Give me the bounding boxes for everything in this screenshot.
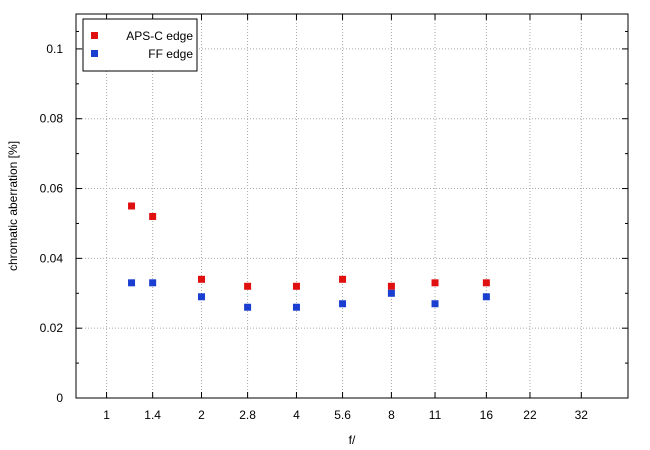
x-tick-label: 32 [575,408,589,422]
x-tick-label: 16 [480,408,494,422]
point-aps-c-edge [339,275,347,283]
legend-marker-ff-edge [91,50,98,57]
x-axis-label: f/ [349,433,356,447]
point-aps-c-edge [431,279,439,287]
x-tick-label: 5.6 [334,408,351,422]
y-axis-label: chromatic aberration [%] [6,141,20,271]
x-tick-label: 4 [293,408,300,422]
legend-box [82,18,198,72]
x-tick-label: 8 [388,408,395,422]
y-tick-label: 0.1 [46,42,63,56]
point-aps-c-edge [244,282,252,290]
x-tick-label: 11 [429,408,442,422]
legend-label-aps-c-edge: APS-C edge [126,29,193,43]
x-tick-label: 22 [523,408,537,422]
y-tick-label: 0.02 [40,321,64,335]
x-tick-label: 2.8 [239,408,256,422]
y-tick-label: 0.08 [40,112,64,126]
x-tick-label: 1.4 [144,408,161,422]
grid [76,14,628,398]
point-aps-c-edge [149,212,157,220]
point-aps-c-edge [292,282,300,290]
point-ff-edge [482,293,490,301]
y-tick-label: 0.04 [40,251,64,265]
point-ff-edge [128,279,136,287]
point-ff-edge [339,300,347,308]
point-aps-c-edge [198,275,206,283]
legend-marker-aps-c-edge [91,32,98,39]
point-ff-edge [198,293,206,301]
point-aps-c-edge [482,279,490,287]
point-aps-c-edge [387,282,395,290]
point-ff-edge [149,279,157,287]
point-ff-edge [244,303,252,311]
legend: APS-C edge FF edge [82,18,198,72]
axis-ticks [76,14,628,399]
data-points [128,202,490,311]
point-ff-edge [431,300,439,308]
x-tick-label: 2 [198,408,205,422]
y-tick-label: 0 [56,391,63,405]
x-tick-label: 1 [103,408,110,422]
point-aps-c-edge [128,202,136,210]
legend-label-ff-edge: FF edge [148,47,193,61]
point-ff-edge [292,303,300,311]
x-tick-labels: 1 1.4 2 2.8 4 5.6 8 11 16 22 32 [103,408,588,422]
plot-frame [75,13,629,399]
y-tick-labels: 0 0.02 0.04 0.06 0.08 0.1 [40,42,64,405]
point-ff-edge [387,289,395,297]
y-tick-label: 0.06 [40,182,64,196]
